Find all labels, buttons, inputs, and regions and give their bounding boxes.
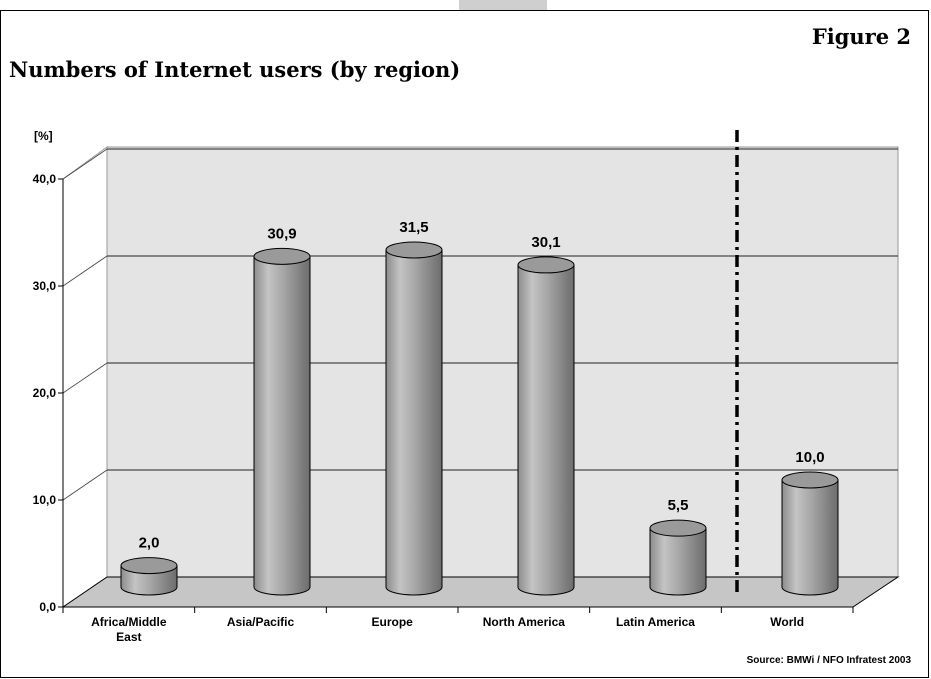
x-category-label: Africa/Middle [91, 615, 167, 629]
y-tick-label: 10,0 [33, 493, 57, 507]
gridline-side [62, 148, 108, 180]
y-tick-label: 20,0 [33, 386, 57, 400]
x-category-label: World [770, 615, 804, 629]
gridline-side [62, 362, 108, 394]
y-tick-label: 40,0 [33, 172, 57, 186]
bar-top [649, 519, 707, 537]
data-label: 30,9 [267, 225, 296, 242]
y-tick-label: 30,0 [33, 279, 57, 293]
plot-side-wall [62, 146, 108, 608]
bar-top [253, 247, 311, 265]
data-label: 31,5 [399, 219, 428, 236]
plot-floor [61, 576, 900, 608]
bar-top [517, 256, 575, 274]
data-label: 10,0 [795, 449, 824, 466]
x-category-label: East [116, 630, 141, 644]
plot-back-wall [106, 146, 899, 578]
x-category-label: Europe [371, 615, 413, 629]
x-category-label: Asia/Pacific [227, 615, 295, 629]
source-note: Source: BMWi / NFO Infratest 2003 [746, 655, 911, 666]
figure-label: Figure 2 [811, 24, 911, 49]
gridline-side [62, 469, 108, 501]
x-category-label: North America [483, 615, 566, 629]
bar [649, 527, 707, 596]
y-tick-label: 0,0 [39, 600, 56, 614]
bar [781, 479, 839, 596]
gridline-side [62, 255, 108, 287]
bar [517, 264, 575, 596]
data-label: 30,1 [531, 234, 560, 251]
data-label: 2,0 [139, 535, 160, 552]
bar-top [781, 471, 839, 489]
bar [385, 249, 443, 596]
y-axis-label: [%] [34, 129, 53, 143]
bar-top [385, 241, 443, 259]
x-category-label: Latin America [616, 615, 695, 629]
chart-title: Numbers of Internet users (by region) [9, 57, 461, 82]
bar-top [120, 557, 178, 575]
bar [253, 255, 311, 596]
data-label: 5,5 [668, 497, 689, 514]
